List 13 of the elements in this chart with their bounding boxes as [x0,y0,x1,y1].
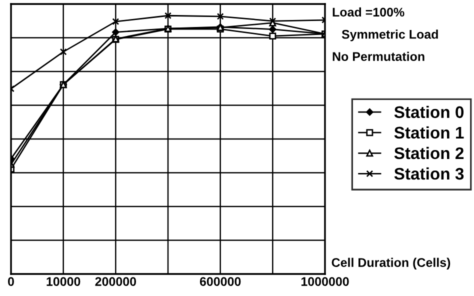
x-tick-label: 600000 [200,277,241,286]
text: Symmetric Load [342,30,438,42]
x-tick-label: 10000 [46,277,80,286]
x-tick-label: 0 [8,277,14,286]
text: Load =100% [332,7,404,17]
x-axis-title: Cell Duration (Cells) [332,258,450,270]
legend-label: Station 0 [394,106,464,118]
x-tick-label: 200000 [95,277,136,286]
text: No Permutation [332,52,424,61]
legend-label: Station 3 [394,167,464,180]
x-tick-label: 1000000 [301,277,349,286]
legend-label: Station 1 [394,126,464,139]
legend-label: Station 2 [394,146,464,160]
